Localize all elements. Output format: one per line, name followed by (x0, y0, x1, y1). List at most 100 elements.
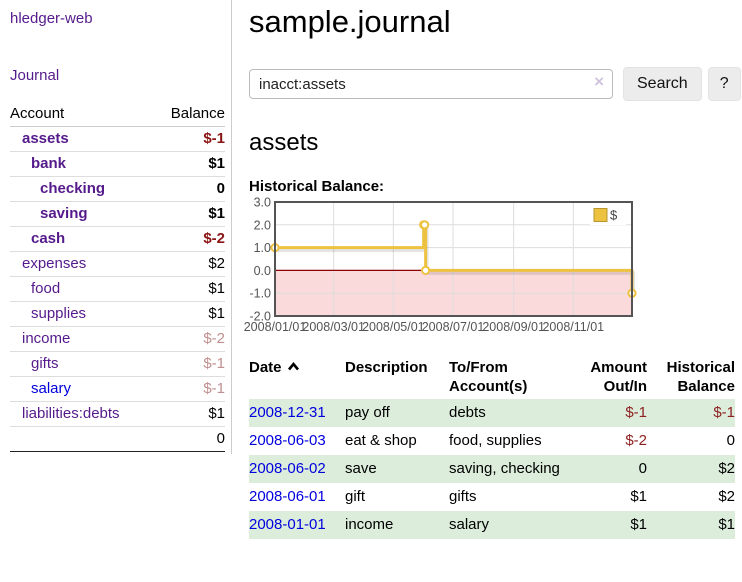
sidebar: hledger-web Journal Account Balance asse… (0, 0, 232, 454)
legend-color-swatch (593, 208, 608, 222)
transaction-balance: 0 (726, 432, 735, 449)
chart-svg: $3.0 2.0 1.0 0.0 -1.0 -2.02008/01/012008/03/0… (244, 196, 637, 334)
account-row: assets $-1 (10, 126, 225, 152)
header-description: Description (345, 359, 428, 376)
sidebar-account-link[interactable]: saving (40, 205, 88, 222)
account-row: liabilities:debts $1 (10, 401, 225, 427)
account-row: salary $-1 (10, 376, 225, 402)
accounts-table: Account Balance assets $-1 bank $1 checking 0… (10, 103, 225, 452)
header-amount: Amount Out/In (590, 359, 647, 395)
account-row: bank $1 (10, 151, 225, 177)
transaction-amount: $1 (630, 488, 647, 505)
x-tick-label: 2008/03/01 (302, 320, 365, 334)
x-tick-label: 2008/09/01 (482, 320, 545, 334)
transaction-description: save (345, 455, 449, 483)
transaction-amount: $-2 (625, 432, 647, 449)
register-table: Date Description To/From Account(s) Amou… (249, 355, 735, 539)
account-balance: $-1 (153, 376, 225, 402)
transaction-date-link[interactable]: 2008-06-02 (249, 460, 326, 477)
search-input[interactable] (249, 69, 613, 99)
y-tick-label: 0.0 (254, 264, 271, 278)
transaction-amount: 0 (561, 455, 647, 483)
x-tick-label: 2008/11/01 (542, 320, 604, 334)
y-tick-label: 3.0 (254, 196, 271, 210)
transaction-date-link[interactable]: 2008-06-01 (249, 488, 326, 505)
accounts-header-balance: Balance (153, 103, 225, 127)
sidebar-account-link[interactable]: cash (31, 230, 66, 247)
account-balance: $1 (153, 401, 225, 427)
transaction-description: pay off (345, 399, 449, 427)
transaction-amount: $1 (561, 511, 647, 539)
clear-search-icon[interactable]: × (594, 72, 604, 91)
transaction-description: eat & shop (345, 432, 417, 449)
help-button[interactable]: ? (707, 67, 741, 101)
page-title: sample.journal (249, 4, 451, 39)
transaction-amount: $-1 (561, 399, 647, 427)
account-balance: $-2 (153, 226, 225, 252)
transaction-balance: $1 (647, 511, 735, 539)
transaction-row: 2008-12-31 pay off debts $-1 $-1 (249, 399, 735, 427)
transaction-row: 2008-01-01 income salary $1 $1 (249, 511, 735, 539)
sidebar-account-link[interactable]: food (31, 280, 61, 297)
account-balance: $-1 (153, 126, 225, 152)
legend-label: $ (610, 208, 618, 223)
transaction-description: gift (345, 488, 366, 505)
search-button[interactable]: Search (623, 67, 702, 101)
account-row: gifts $-1 (10, 351, 225, 377)
transaction-accounts: salary (449, 511, 561, 539)
sidebar-account-link[interactable]: gifts (31, 355, 59, 372)
x-tick-label: 2008/01/01 (244, 320, 307, 334)
plot-border (274, 201, 633, 317)
transaction-description: income (345, 511, 449, 539)
account-balance: $-2 (153, 326, 225, 352)
y-tick-label: 2.0 (254, 218, 271, 232)
sidebar-account-link[interactable]: assets (22, 130, 69, 147)
sidebar-item-journal[interactable]: Journal (10, 67, 60, 84)
account-row: checking 0 (10, 176, 225, 202)
account-balance: $1 (153, 301, 225, 327)
sidebar-account-link[interactable]: checking (40, 180, 106, 197)
x-tick-label: 2008/07/01 (422, 320, 485, 334)
x-tick-label: 2008/05/01 (362, 320, 425, 334)
header-balance: Historical Balance (666, 359, 735, 395)
main-content: sample.journal × Search ? assets Histori… (244, 0, 742, 539)
sidebar-account-link[interactable]: income (22, 330, 71, 347)
transaction-accounts: debts (449, 399, 561, 427)
account-balance: $-1 (153, 351, 225, 377)
accounts-total-row: 0 (10, 426, 225, 452)
sort-asc-icon (287, 361, 299, 371)
sidebar-account-link[interactable]: bank (31, 155, 67, 172)
header-accounts: To/From Account(s) (449, 359, 528, 395)
transaction-accounts: food, supplies (449, 432, 542, 449)
transaction-date-link[interactable]: 2008-12-31 (249, 404, 326, 421)
sidebar-account-link[interactable]: supplies (31, 305, 87, 322)
account-row: income $-2 (10, 326, 225, 352)
transaction-row: 2008-06-01 gift gifts $1 $2 (249, 483, 735, 511)
sidebar-account-link[interactable]: salary (31, 380, 72, 397)
transaction-balance: $2 (718, 488, 735, 505)
transaction-date-link[interactable]: 2008-01-01 (249, 516, 326, 533)
sidebar-account-link[interactable]: expenses (22, 255, 87, 272)
account-balance: $1 (153, 276, 225, 302)
account-balance: 0 (153, 176, 225, 202)
account-row: food $1 (10, 276, 225, 302)
search-box: × (249, 69, 613, 99)
historical-balance-chart: $3.0 2.0 1.0 0.0 -1.0 -2.0 2008/01/01 2008/03/0… (241, 196, 742, 343)
header-date[interactable]: Date (249, 355, 345, 399)
account-balance: $2 (153, 251, 225, 277)
transaction-accounts: gifts (449, 488, 477, 505)
y-tick-label: -1.0 (249, 287, 271, 301)
transaction-date-link[interactable]: 2008-06-03 (249, 432, 326, 449)
transaction-balance: $2 (647, 455, 735, 483)
chart-title: Historical Balance: (249, 178, 385, 195)
accounts-header-account: Account (10, 103, 154, 127)
transaction-row: 2008-06-02 save saving, checking 0 $2 (249, 455, 735, 483)
brand-link[interactable]: hledger-web (10, 10, 93, 27)
account-row: expenses $2 (10, 251, 225, 277)
account-balance: $1 (153, 151, 225, 177)
sidebar-account-link[interactable]: liabilities:debts (22, 405, 120, 422)
accounts-total-balance: 0 (153, 426, 225, 452)
account-row: saving $1 (10, 201, 225, 227)
data-point-marker (421, 265, 431, 276)
account-row: supplies $1 (10, 301, 225, 327)
